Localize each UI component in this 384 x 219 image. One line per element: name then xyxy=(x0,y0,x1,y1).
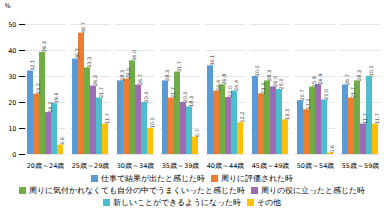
svg-text:20.0: 20.0 xyxy=(182,91,189,103)
svg-text:20.7: 20.7 xyxy=(299,89,306,101)
svg-text:16.1: 16.1 xyxy=(47,101,54,113)
svg-text:26.9: 26.9 xyxy=(317,73,323,84)
svg-text:21.7: 21.7 xyxy=(350,87,356,98)
html-text:周りに気付かれなくても自分の中でうまくいったと感じた時: 周りに気付かれなくても自分の中でうまくいったと感じた時 xyxy=(29,186,245,195)
svg-text:26.7: 26.7 xyxy=(344,74,350,85)
svg-text:21.7: 21.7 xyxy=(98,87,104,98)
svg-text:30.0: 30.0 xyxy=(368,65,374,76)
svg-text:23.2: 23.2 xyxy=(35,83,41,94)
svg-text:55歳～59歳: 55歳～59歳 xyxy=(342,162,380,170)
svg-text:11.7: 11.7 xyxy=(374,113,380,124)
svg-text:21.7: 21.7 xyxy=(170,87,176,98)
svg-text:31.7: 31.7 xyxy=(176,61,182,72)
svg-text:35歳～39歳: 35歳～39歳 xyxy=(162,162,200,170)
svg-text:28.3: 28.3 xyxy=(164,70,170,81)
svg-text:50: 50 xyxy=(8,21,16,29)
svg-text:26.7: 26.7 xyxy=(137,74,143,85)
svg-text:46.7: 46.7 xyxy=(80,22,86,33)
svg-text:21.0: 21.0 xyxy=(323,89,329,100)
svg-text:0.6: 0.6 xyxy=(329,145,335,153)
svg-text:10: 10 xyxy=(8,125,16,133)
svg-text:30歳～34歳: 30歳～34歳 xyxy=(117,162,155,170)
svg-text:28.3: 28.3 xyxy=(266,69,273,81)
svg-text:25.9: 25.9 xyxy=(311,76,318,88)
svg-text:18.3: 18.3 xyxy=(188,96,194,107)
svg-text:39.3: 39.3 xyxy=(41,41,47,52)
svg-text:13.3: 13.3 xyxy=(284,109,290,120)
svg-text:28.3: 28.3 xyxy=(119,69,126,81)
svg-text:22.0: 22.0 xyxy=(227,86,234,98)
html-text:その他: その他 xyxy=(257,198,281,207)
svg-text:11.7: 11.7 xyxy=(104,113,110,124)
html-text:周りに評価された時: 周りに評価された時 xyxy=(221,174,293,183)
svg-text:32.1: 32.1 xyxy=(29,60,35,71)
svg-text:30.0: 30.0 xyxy=(254,65,260,76)
html-text:周りの役に立ったと感じた時: 周りの役に立ったと感じた時 xyxy=(261,186,365,195)
svg-text:0: 0 xyxy=(12,151,16,159)
svg-text:28.3: 28.3 xyxy=(356,70,362,81)
svg-text:25歳～29歳: 25歳～29歳 xyxy=(72,162,110,170)
svg-text:11.7: 11.7 xyxy=(362,113,368,124)
svg-text:50歳～54歳: 50歳～54歳 xyxy=(297,162,335,170)
svg-text:20.0: 20.0 xyxy=(143,91,149,102)
svg-text:30: 30 xyxy=(8,73,16,81)
svg-text:40: 40 xyxy=(8,47,16,55)
svg-text:36.0: 36.0 xyxy=(131,50,137,61)
html-text:仕事で結果が出たと感じた時: 仕事で結果が出たと感じた時 xyxy=(101,174,205,183)
svg-text:24.4: 24.4 xyxy=(215,79,222,92)
svg-text:40歳～44歳: 40歳～44歳 xyxy=(207,162,245,170)
svg-text:10.0: 10.0 xyxy=(149,117,155,128)
html-text:新しいことができるようになった時: 新しいことができるようになった時 xyxy=(113,198,241,207)
svg-text:17.2: 17.2 xyxy=(305,99,311,110)
svg-text:12.2: 12.2 xyxy=(239,112,245,123)
svg-text:%: % xyxy=(5,2,11,10)
svg-text:3.6: 3.6 xyxy=(59,137,65,145)
svg-text:33.3: 33.3 xyxy=(86,57,92,68)
svg-text:36.7: 36.7 xyxy=(74,48,80,59)
svg-text:26.3: 26.3 xyxy=(92,75,98,86)
svg-text:19.6: 19.6 xyxy=(53,92,59,103)
svg-text:45歳～49歳: 45歳～49歳 xyxy=(252,162,290,170)
svg-text:24.4: 24.4 xyxy=(233,80,239,91)
svg-text:26.8: 26.8 xyxy=(221,74,227,85)
svg-text:20: 20 xyxy=(8,99,16,107)
svg-text:23.3: 23.3 xyxy=(260,83,266,94)
svg-text:34.1: 34.1 xyxy=(209,55,215,66)
svg-text:6.7: 6.7 xyxy=(194,129,200,137)
svg-text:26.0: 26.0 xyxy=(272,75,279,87)
svg-text:25.0: 25.0 xyxy=(278,78,284,89)
svg-text:29.0: 29.0 xyxy=(125,68,131,79)
svg-text:20歳～24歳: 20歳～24歳 xyxy=(27,162,65,170)
